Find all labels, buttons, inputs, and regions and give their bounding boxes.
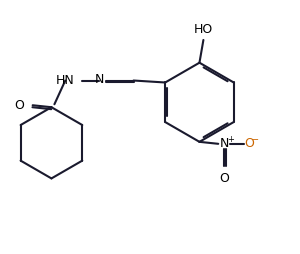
Text: N: N: [94, 73, 104, 86]
Text: HN: HN: [56, 74, 74, 87]
Text: O: O: [244, 137, 254, 150]
Text: −: −: [251, 135, 259, 145]
Text: O: O: [219, 172, 229, 185]
Text: +: +: [227, 135, 234, 144]
Text: N: N: [220, 137, 229, 150]
Text: HO: HO: [194, 23, 213, 36]
Text: O: O: [14, 99, 24, 112]
